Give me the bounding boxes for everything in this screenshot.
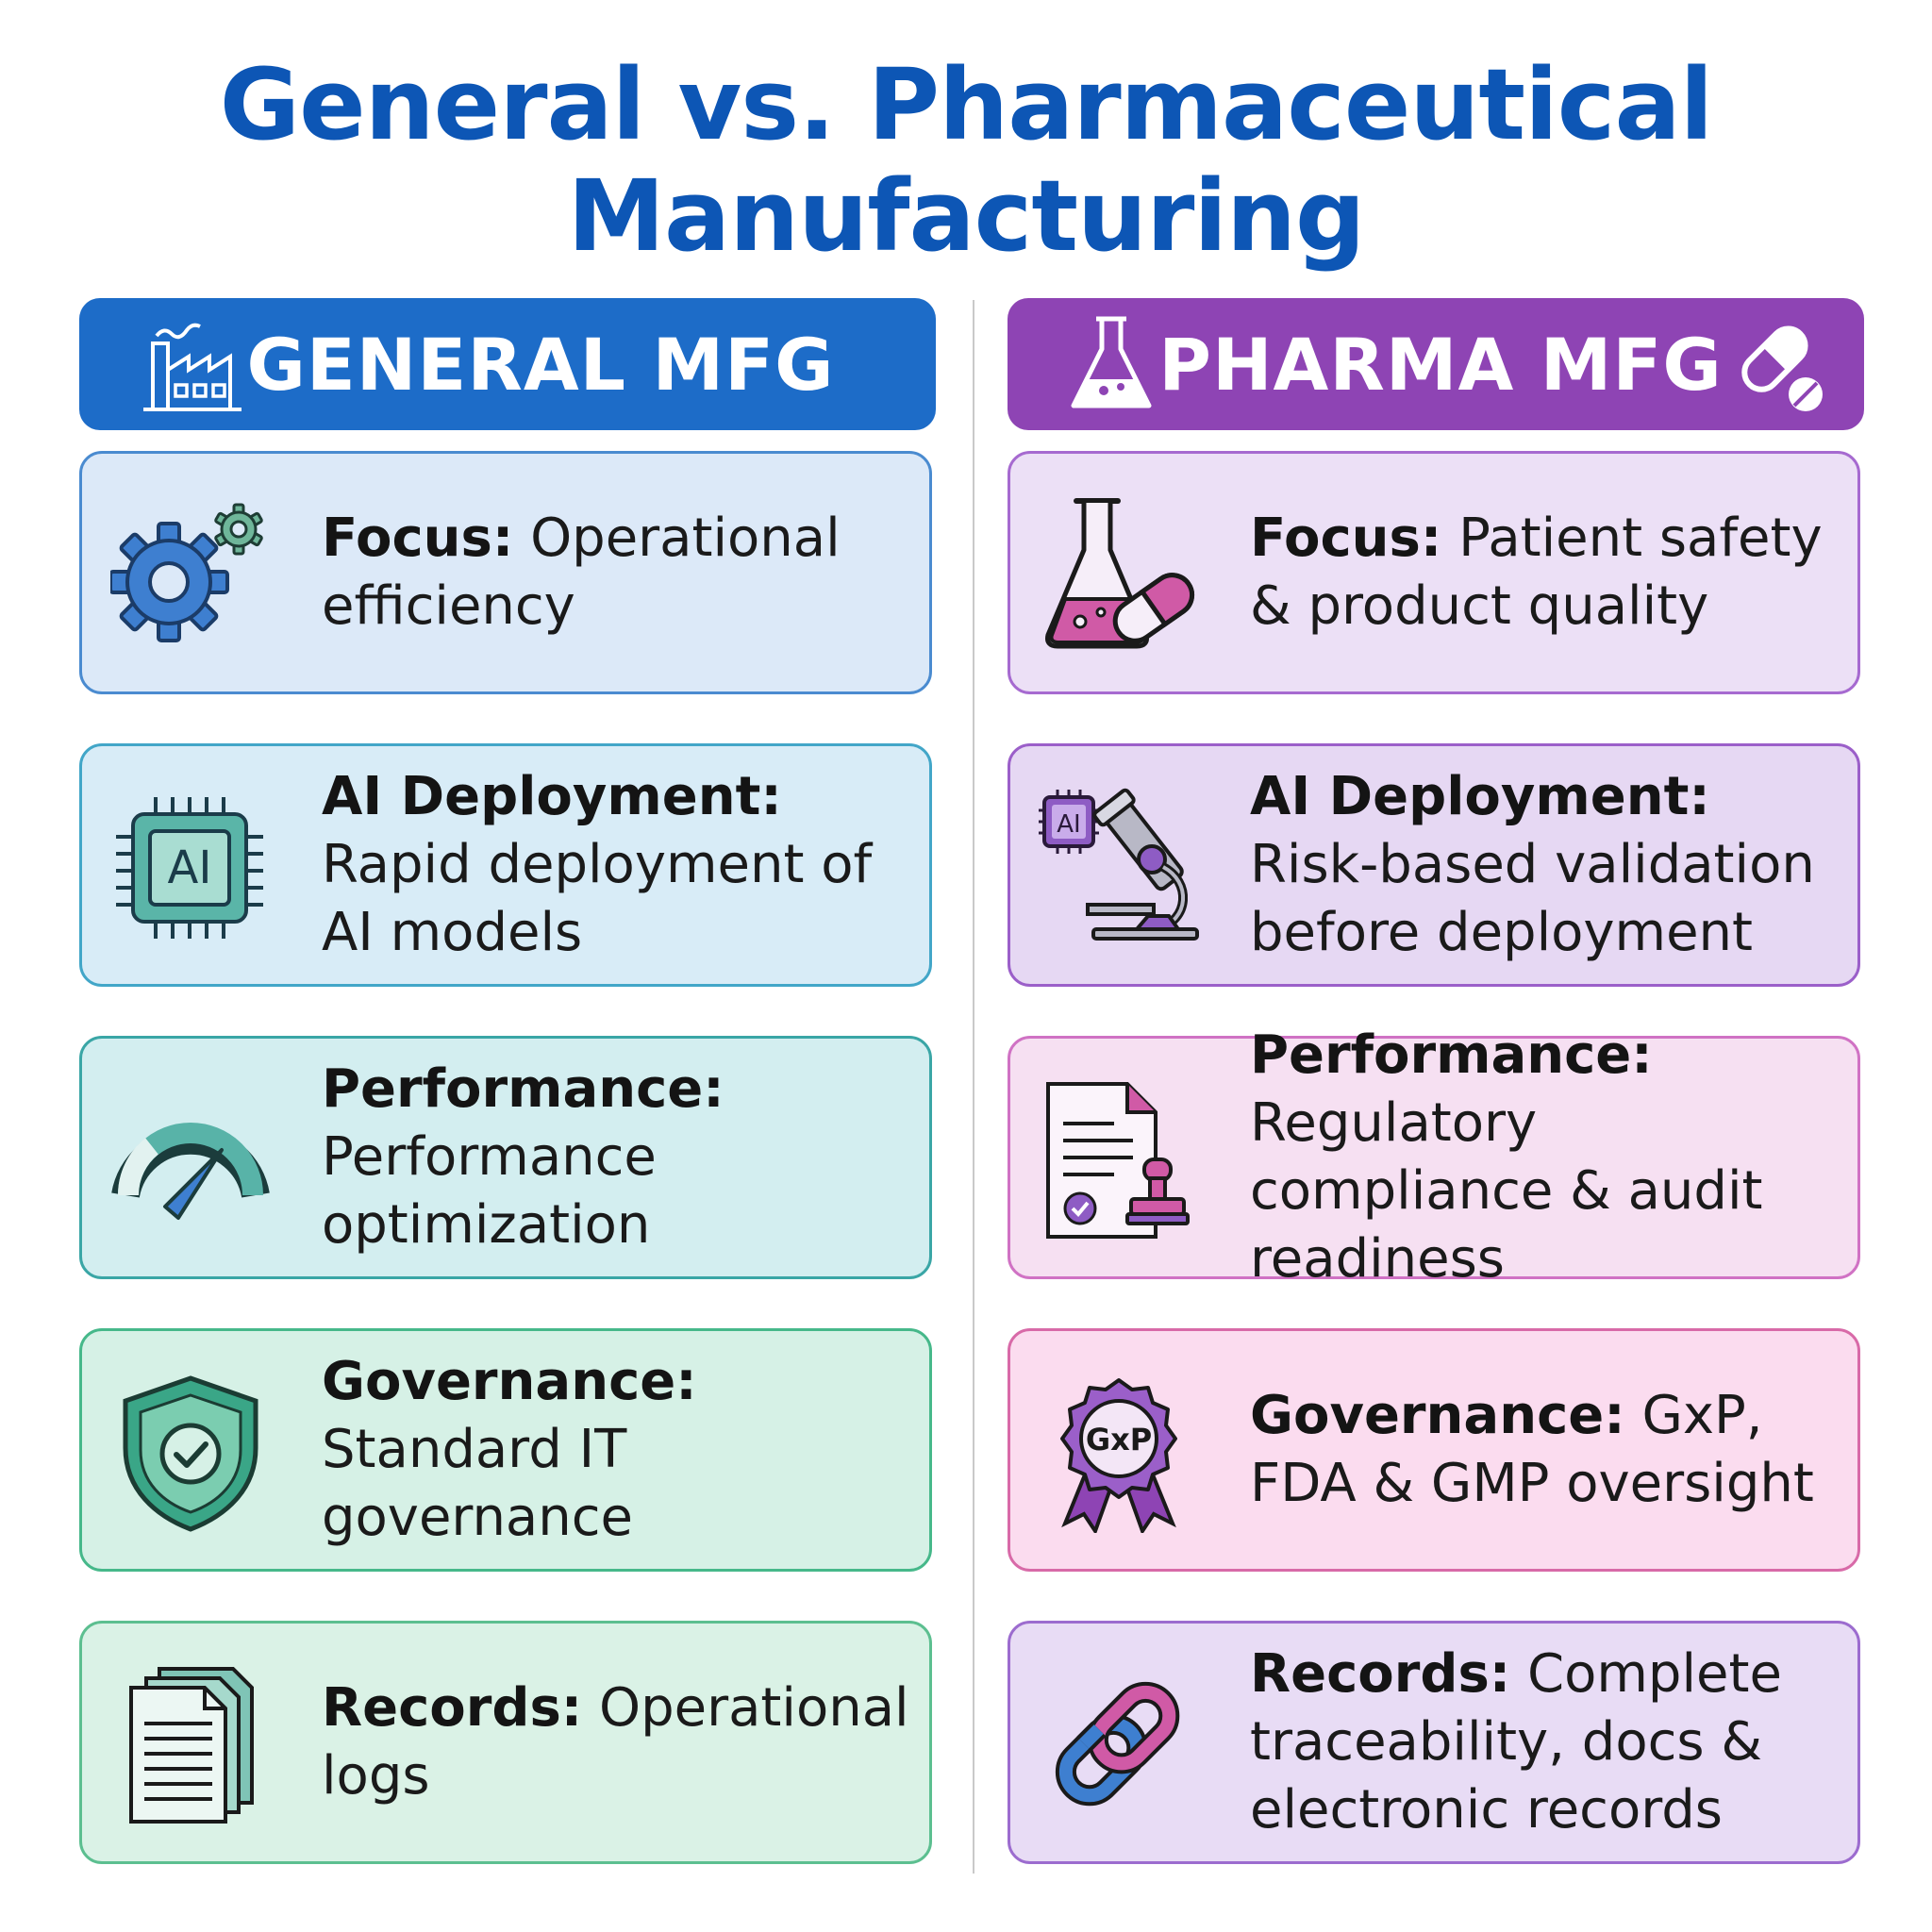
general-card-governance: Governance: Standard IT governance [79,1328,932,1572]
general-records-label: Records: [322,1677,583,1739]
pharma-card-focus: Focus: Patient safety & product quality [1008,451,1860,694]
ai-chip-label: AI [168,841,212,894]
pharma-performance-value: Regulatory compliance & audit readiness [1250,1092,1763,1290]
general-ai-label: AI Deployment: [322,766,782,827]
pharma-ai-text: AI Deployment: Risk-based validation bef… [1250,763,1848,967]
pharma-focus-text: Focus: Patient safety & product quality [1250,505,1848,641]
general-header: GENERAL MFG [79,298,936,430]
general-card-performance: Performance: Performance optimization [79,1036,932,1279]
title-line-2: Manufacturing [567,158,1366,274]
ai-chip-icon: AI [116,797,263,939]
general-ai-text: AI Deployment: Rapid deployment of AI mo… [322,763,920,967]
pharma-ai-value: Risk-based validation before deployment [1250,834,1815,963]
gxp-badge-icon: GxP [1060,1378,1177,1533]
general-focus-label: Focus: [322,508,514,569]
general-performance-value: Performance optimization [322,1126,657,1256]
pharma-records-label: Records: [1250,1643,1511,1705]
general-column: GENERAL MFG [79,298,936,1864]
gxp-badge-label: GxP [1086,1422,1152,1457]
general-focus-value: Operational efficiency [322,508,841,637]
page-title: General vs. Pharmaceutical Manufacturing [0,49,1932,272]
pharma-records-value: Complete traceability, docs & electronic… [1250,1643,1782,1840]
flask-capsule-icon [1045,498,1195,649]
pharma-focus-value: Patient safety & product quality [1250,508,1823,637]
documents-icon [129,1667,254,1824]
pharma-records-text: Records: Complete traceability, docs & e… [1250,1641,1848,1844]
pharma-performance-label: Performance: [1250,1024,1653,1086]
pharma-governance-value: GxP, FDA & GMP oversight [1250,1385,1814,1514]
pharma-performance-text: Performance: Regulatory compliance & aud… [1250,1022,1848,1293]
pharma-card-governance: GxP Governance: GxP, FDA & GMP oversight [1008,1328,1860,1572]
general-focus-text: Focus: Operational efficiency [322,505,920,641]
general-records-value: Operational logs [322,1677,909,1807]
pharma-card-ai-deployment: AI AI Deployment: Risk-based validation … [1008,743,1860,987]
pharma-column: PHARMA MFG Focus: Patient safety & produ… [1008,298,1864,1864]
pharma-header: PHARMA MFG [1008,298,1864,430]
general-governance-text: Governance: Standard IT governance [322,1348,920,1552]
flask-icon [1071,316,1152,408]
pharma-ai-label: AI Deployment: [1250,766,1710,827]
general-ai-value: Rapid deployment of AI models [322,834,873,963]
general-card-ai-deployment: AI AI Deployment: Rapid deployment of AI… [79,743,932,987]
general-records-text: Records: Operational logs [322,1674,920,1810]
document-stamp-icon [1046,1082,1190,1239]
ai-microscope-icon: AI [1039,788,1199,941]
gauge-icon [111,1123,270,1220]
general-performance-text: Performance: Performance optimization [322,1056,920,1259]
title-line-1: General vs. Pharmaceutical [219,47,1714,162]
pharma-focus-label: Focus: [1250,508,1442,569]
chain-link-icon [1055,1681,1180,1807]
general-governance-value: Standard IT governance [322,1419,633,1548]
pharma-governance-text: Governance: GxP, FDA & GMP oversight [1250,1382,1848,1518]
pharma-card-records: Records: Complete traceability, docs & e… [1008,1621,1860,1864]
pharma-card-performance: Performance: Regulatory compliance & aud… [1008,1024,1860,1290]
general-card-focus: Focus: Operational efficiency [79,451,932,694]
ai-microscope-chip-label: AI [1057,810,1080,839]
general-performance-label: Performance: [322,1058,724,1120]
general-governance-label: Governance: [322,1351,697,1412]
general-header-label: GENERAL MFG [246,322,835,407]
general-card-records: Records: Operational logs [79,1621,932,1864]
pharma-governance-label: Governance: [1250,1385,1625,1446]
pharma-header-label: PHARMA MFG [1158,322,1723,407]
factory-icon [143,323,242,411]
column-divider [973,300,974,1874]
gears-icon [110,503,263,642]
pills-icon [1741,325,1823,411]
shield-check-icon [123,1375,258,1532]
